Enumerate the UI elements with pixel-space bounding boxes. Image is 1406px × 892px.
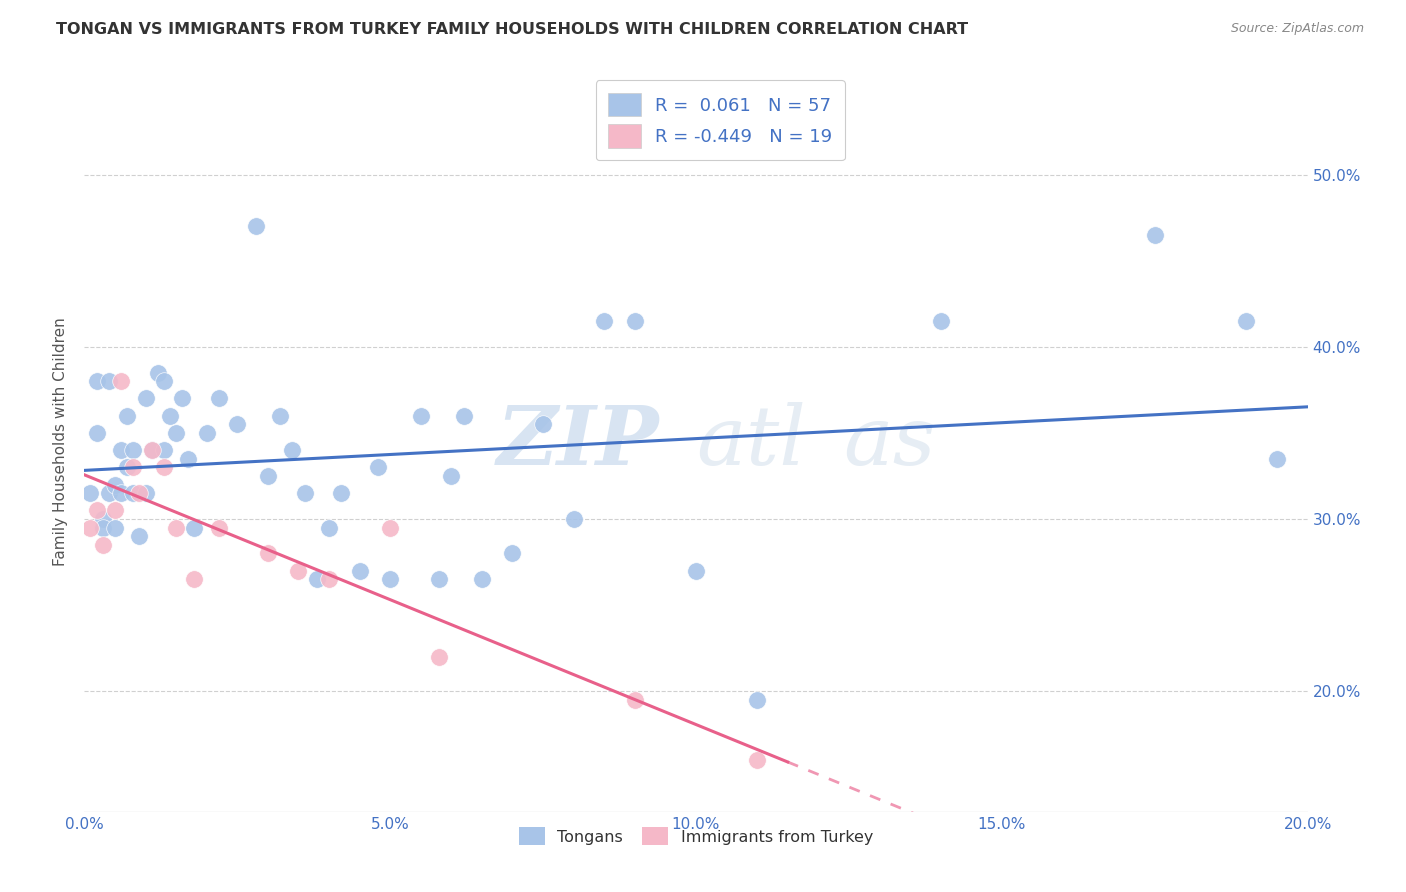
Point [208,521,231,535]
Point [427,572,450,586]
Point [135,392,157,406]
Point [1143,227,1166,242]
Point [165,521,187,535]
Point [685,564,707,578]
Point [281,443,304,458]
Point [183,572,205,586]
Point [531,417,554,432]
Point [208,392,231,406]
Point [128,486,150,500]
Point [128,529,150,543]
Point [257,469,280,483]
Point [195,425,218,440]
Point [502,546,524,560]
Point [183,521,205,535]
Point [122,460,145,475]
Point [104,521,127,535]
Point [257,546,280,560]
Point [79,486,101,500]
Text: Source: ZipAtlas.com: Source: ZipAtlas.com [1230,22,1364,36]
Y-axis label: Family Households with Children: Family Households with Children [53,318,69,566]
Point [115,409,138,423]
Point [593,314,616,328]
Point [349,564,371,578]
Point [79,521,101,535]
Text: atl: atl [696,401,806,482]
Point [110,374,132,388]
Point [245,219,267,234]
Point [91,521,114,535]
Point [97,374,120,388]
Point [122,443,145,458]
Point [104,503,127,517]
Point [122,486,145,500]
Point [86,503,108,517]
Point [624,314,647,328]
Point [97,486,120,500]
Point [153,460,176,475]
Point [409,409,432,423]
Point [380,521,402,535]
Point [471,572,494,586]
Point [172,392,194,406]
Text: as: as [842,401,935,482]
Point [624,693,647,707]
Point [110,486,132,500]
Point [110,443,132,458]
Point [135,486,157,500]
Point [115,460,138,475]
Legend: Tongans, Immigrants from Turkey: Tongans, Immigrants from Turkey [513,821,879,852]
Point [367,460,389,475]
Point [177,451,200,466]
Point [165,425,187,440]
Point [159,409,181,423]
Point [1236,314,1258,328]
Point [747,693,769,707]
Point [1265,451,1288,466]
Point [427,649,450,664]
Point [562,512,585,526]
Point [226,417,249,432]
Point [440,469,463,483]
Point [318,572,340,586]
Point [380,572,402,586]
Point [141,443,163,458]
Point [153,374,176,388]
Point [141,443,163,458]
Point [318,521,340,535]
Point [153,443,176,458]
Point [86,425,108,440]
Point [453,409,475,423]
Point [747,753,769,767]
Point [91,512,114,526]
Point [330,486,353,500]
Point [287,564,309,578]
Point [929,314,952,328]
Text: ZIP: ZIP [496,401,659,482]
Point [91,538,114,552]
Point [104,477,127,491]
Point [86,374,108,388]
Point [305,572,328,586]
Point [269,409,291,423]
Point [294,486,316,500]
Point [146,366,169,380]
Text: TONGAN VS IMMIGRANTS FROM TURKEY FAMILY HOUSEHOLDS WITH CHILDREN CORRELATION CHA: TONGAN VS IMMIGRANTS FROM TURKEY FAMILY … [56,22,969,37]
